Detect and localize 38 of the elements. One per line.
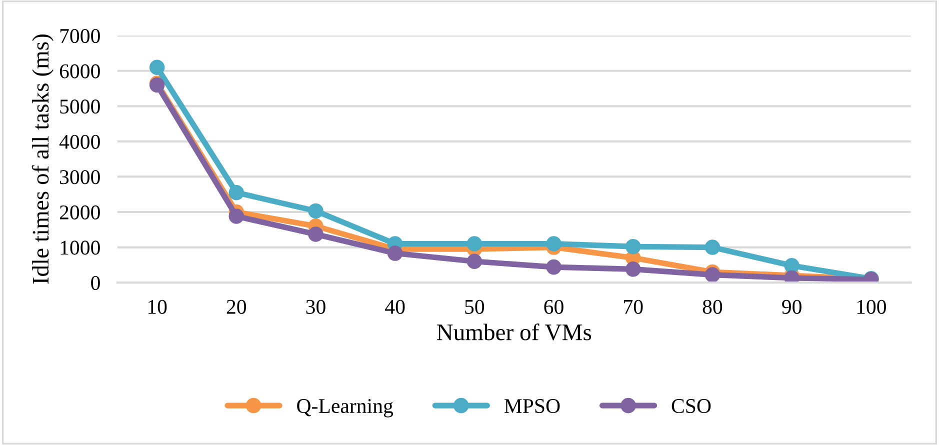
point (308, 226, 324, 242)
point (704, 267, 720, 282)
legend-label: Q-Learning (297, 399, 394, 418)
y-tick-label: 2000 (60, 205, 100, 220)
x-tick-label: 30 (306, 300, 326, 314)
y-tick-label: 0 (91, 276, 100, 290)
y-axis-title: Idle times of all tasks (ms) (32, 34, 54, 284)
x-tick-label: 70 (624, 300, 643, 314)
point (466, 254, 482, 270)
legend-label: CSO (672, 399, 711, 414)
x-tick-label: 80 (702, 300, 722, 314)
x-tick-label: 10 (148, 300, 167, 314)
point (546, 236, 562, 252)
x-tick-label: 90 (782, 300, 802, 314)
y-tick-label: 7000 (60, 28, 100, 44)
point (625, 238, 641, 254)
point (546, 259, 562, 275)
y-tick-label: 3000 (60, 170, 100, 184)
x-tick-label: 50 (465, 300, 484, 314)
x-tick-label: 20 (226, 300, 246, 314)
point (228, 184, 244, 200)
point (149, 60, 165, 75)
point (308, 203, 324, 219)
point (466, 236, 482, 252)
y-tick-label: 5000 (60, 100, 100, 114)
y-tick-label: 1000 (60, 240, 100, 255)
x-tick-label: 60 (544, 300, 564, 314)
y-tick-label: 6000 (60, 64, 100, 78)
point (228, 208, 244, 224)
legend-label: MPSO (504, 399, 560, 414)
x-tick-label: 100 (857, 300, 886, 314)
point (704, 240, 720, 255)
x-tick-label: 40 (385, 300, 405, 314)
point (784, 258, 800, 274)
x-axis-title: Number of VMs (436, 323, 592, 340)
point (625, 262, 641, 277)
y-tick-label: 4000 (59, 134, 100, 149)
point (387, 246, 403, 261)
